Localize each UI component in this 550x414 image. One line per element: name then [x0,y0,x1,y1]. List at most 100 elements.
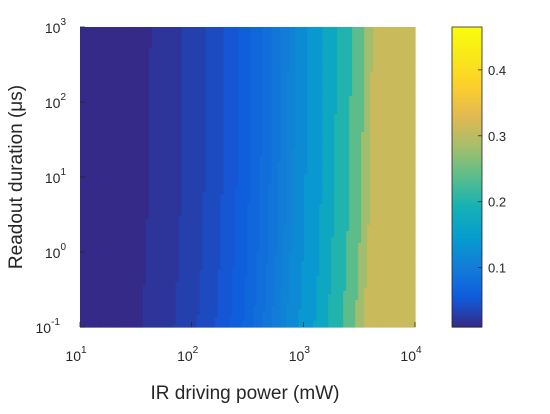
heatmap-cell [160,171,165,175]
heatmap-cell [112,231,117,235]
heatmap-cell [133,219,138,223]
heatmap-cell [154,300,159,304]
heatmap-cell [136,93,141,97]
heatmap-cell [139,108,144,112]
heatmap-cell [148,153,153,157]
heatmap-cell [112,225,117,229]
heatmap-cell [151,255,156,259]
heatmap-cell [82,105,87,109]
heatmap-cell [181,270,186,274]
heatmap-cell [154,309,159,313]
heatmap-cell [82,258,87,262]
heatmap-cell [136,126,141,130]
heatmap-cell [103,210,108,214]
heatmap-cell [136,69,141,73]
heatmap-cell [181,183,186,187]
heatmap-cell [127,123,132,127]
heatmap-cell [184,138,189,142]
heatmap-cell [88,78,93,82]
heatmap-cell [88,93,93,97]
heatmap-cell [106,186,111,190]
heatmap-cell [82,231,87,235]
heatmap-cell [127,168,132,172]
heatmap-cell [112,132,117,136]
heatmap-cell [148,201,153,205]
heatmap-cell [109,84,114,88]
heatmap-cell [82,162,87,166]
heatmap-cell [172,201,177,205]
heatmap-cell [82,57,87,61]
heatmap-cell [91,201,96,205]
heatmap-cell [160,300,165,304]
heatmap-cell [94,96,99,100]
heatmap-cell [157,144,162,148]
heatmap-cell [148,174,153,178]
heatmap-cell [151,93,156,97]
heatmap-cell [118,42,123,46]
heatmap-cell [175,195,180,199]
heatmap-cell [88,183,93,187]
heatmap-cell [109,315,114,319]
heatmap-cell [175,36,180,40]
heatmap-cell [154,69,159,73]
heatmap-cell [151,186,156,190]
heatmap-cell [139,270,144,274]
heatmap-cell [184,66,189,70]
heatmap-cell [172,189,177,193]
heatmap-cell [142,33,147,37]
heatmap-cell [160,39,165,43]
heatmap-cell [169,246,174,250]
heatmap-cell [115,57,120,61]
heatmap-cell [121,135,126,139]
heatmap-cell [175,282,180,286]
heatmap-cell [181,117,186,121]
heatmap-cell [85,156,90,160]
heatmap-cell [88,81,93,85]
heatmap-cell [151,258,156,262]
heatmap-cell [160,153,165,157]
heatmap-cell [88,189,93,193]
heatmap-cell [163,27,168,31]
heatmap-cell [109,117,114,121]
heatmap-cell [142,291,147,295]
heatmap-cell [163,282,168,286]
heatmap-cell [145,228,150,232]
heatmap-cell [160,228,165,232]
heatmap-cell [163,138,168,142]
heatmap-cell [91,72,96,76]
heatmap-cell [151,126,156,130]
heatmap-cell [163,156,168,160]
heatmap-cell [151,198,156,202]
heatmap-cell [80,258,84,262]
heatmap-cell [100,180,105,184]
heatmap-cell [181,192,186,196]
heatmap-cell [85,276,90,280]
heatmap-cell [169,240,174,244]
heatmap-cell [82,177,87,181]
heatmap-cell [85,189,90,193]
heatmap-cell [163,300,168,304]
heatmap-cell [145,300,150,304]
heatmap-cell [106,300,111,304]
heatmap-cell [163,180,168,184]
heatmap-cell [100,234,105,238]
heatmap-cell [160,255,165,259]
heatmap-cell [166,189,171,193]
heatmap-cell [127,207,132,211]
heatmap-cell [127,39,132,43]
heatmap-cell [100,126,105,130]
heatmap-cell [94,225,99,229]
heatmap-cell [109,135,114,139]
heatmap-cell [85,237,90,241]
heatmap-cell [130,324,135,328]
heatmap-cell [100,168,105,172]
heatmap-cell [154,249,159,253]
heatmap-cell [127,216,132,220]
heatmap-cell [100,75,105,79]
heatmap-cell [148,111,153,115]
heatmap-cell [151,285,156,289]
heatmap-cell [88,75,93,79]
heatmap-cell [112,63,117,67]
heatmap-cell [130,216,135,220]
heatmap-cell [145,102,150,106]
